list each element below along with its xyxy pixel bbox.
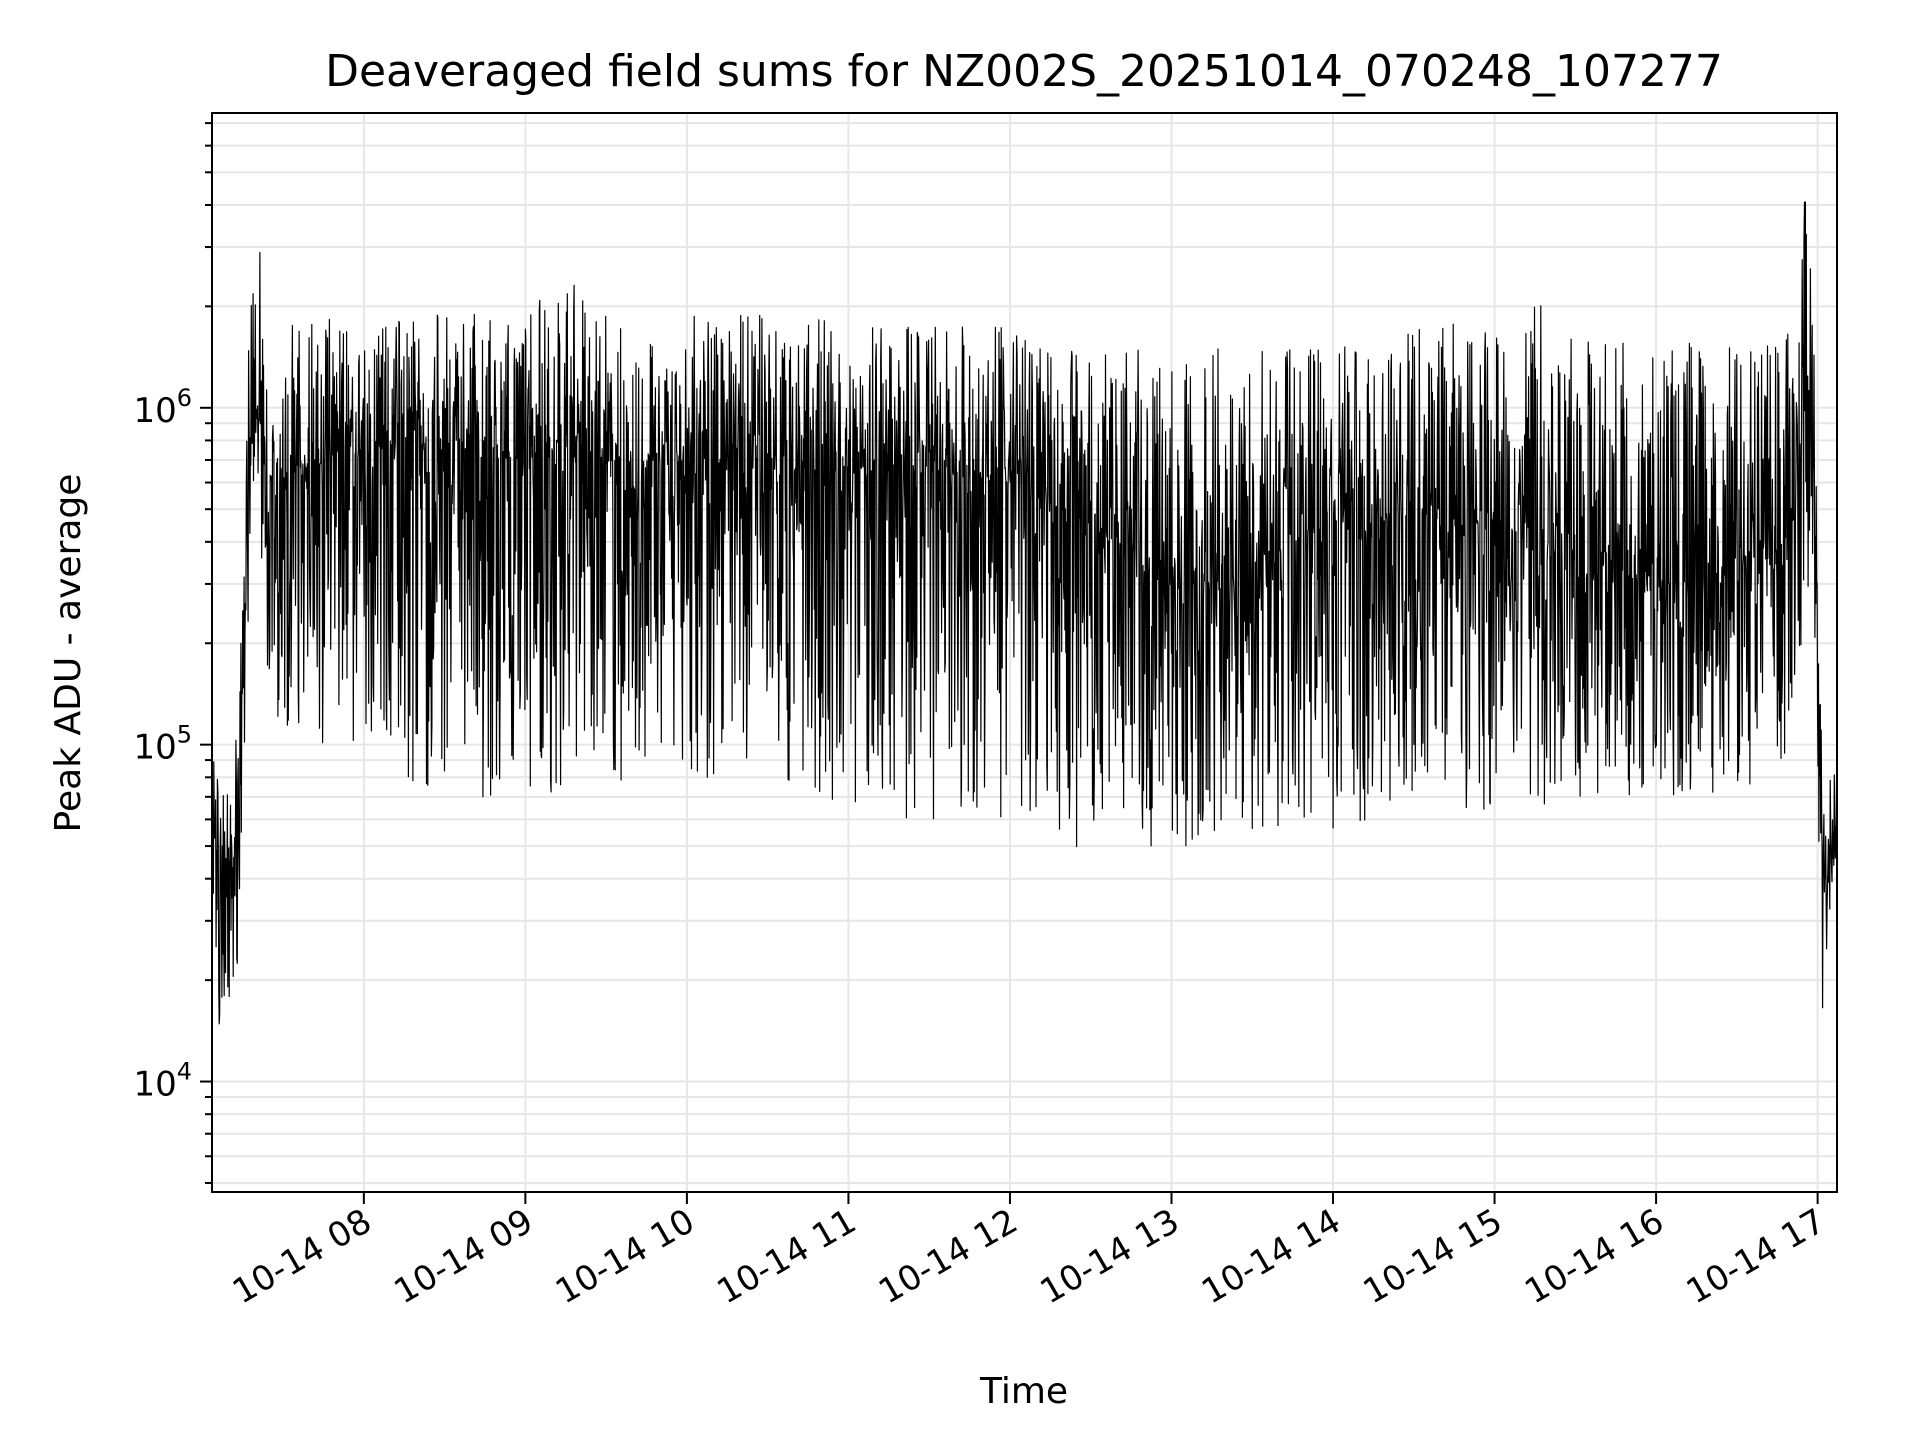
y-tick-label-exponent: 4 xyxy=(177,1058,192,1086)
x-tick-label: 10-14 17 xyxy=(1680,1201,1832,1312)
x-axis: 10-14 08 10-14 09 10-14 10 10-14 11 10-14 12… xyxy=(226,1192,1832,1312)
y-tick-label-exponent: 6 xyxy=(177,384,192,412)
chart-title: Deaveraged field sums for NZ002S_2025101… xyxy=(325,46,1723,97)
x-tick-label: 10-14 16 xyxy=(1518,1201,1670,1312)
y-tick-label: 105 xyxy=(133,721,192,768)
x-tick-label: 10-14 09 xyxy=(387,1201,539,1312)
x-axis-label: Time xyxy=(979,1371,1068,1412)
y-tick-label-base: 10 xyxy=(133,728,176,768)
plot-frame xyxy=(211,112,1838,1193)
x-tick-label: 10-14 14 xyxy=(1195,1201,1347,1312)
series-line xyxy=(211,201,1838,1025)
y-axis-label: Peak ADU - average xyxy=(48,474,89,833)
x-tick-label: 10-14 15 xyxy=(1357,1201,1509,1312)
series-layer xyxy=(211,201,1838,1025)
x-tick-label: 10-14 10 xyxy=(549,1201,701,1312)
grid-layer xyxy=(212,113,1837,1192)
y-tick-label-exponent: 5 xyxy=(177,721,192,749)
y-tick-label-base: 10 xyxy=(133,391,176,431)
y-tick-label: 104 xyxy=(133,1058,192,1105)
x-tick-label: 10-14 12 xyxy=(872,1201,1024,1312)
x-tick-label: 10-14 13 xyxy=(1034,1201,1186,1312)
x-tick-label: 10-14 11 xyxy=(711,1201,863,1312)
x-tick-label: 10-14 08 xyxy=(226,1201,378,1312)
y-tick-label-base: 10 xyxy=(133,1065,176,1105)
y-tick-label: 106 xyxy=(133,384,192,431)
